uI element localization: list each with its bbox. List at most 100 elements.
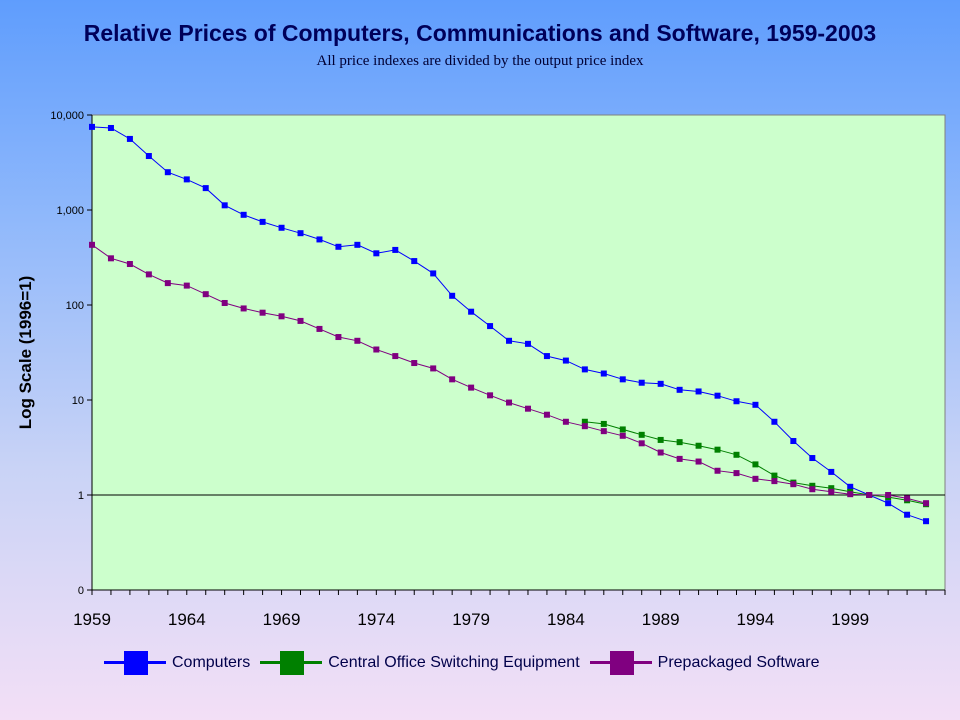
series-1-point xyxy=(468,308,475,315)
series-1-point xyxy=(524,340,531,347)
x-tick-label: 1959 xyxy=(73,610,111,629)
series-1-point xyxy=(752,401,759,408)
series-3-point xyxy=(752,475,759,482)
series-3-point xyxy=(316,325,323,332)
series-3-point xyxy=(145,271,152,278)
series-1-point xyxy=(107,124,114,131)
series-3-point xyxy=(809,486,816,493)
series-3-point xyxy=(524,405,531,412)
series-2-point xyxy=(695,442,702,449)
chart-title: Relative Prices of Computers, Communicat… xyxy=(83,20,877,46)
y-axis-label: Log Scale (1996=1) xyxy=(16,276,35,430)
series-1-point xyxy=(278,224,285,231)
series-1-point xyxy=(885,500,892,507)
series-3-point xyxy=(487,392,494,399)
y-tick-label: 1,000 xyxy=(56,205,84,217)
series-1-point xyxy=(183,176,190,183)
series-3-point xyxy=(468,384,475,391)
series-3-point xyxy=(695,458,702,465)
series-1-point xyxy=(354,241,361,248)
series-2-point xyxy=(714,446,721,453)
series-3-point xyxy=(354,337,361,344)
series-1-point xyxy=(240,211,247,218)
legend-item: Central Office Switching Equipment xyxy=(260,648,580,678)
series-2-point xyxy=(752,461,759,468)
series-3-point xyxy=(714,467,721,474)
series-1-point xyxy=(676,386,683,393)
series-3-point xyxy=(828,488,835,495)
series-3-point xyxy=(733,470,740,477)
series-2-point xyxy=(581,418,588,425)
series-1-point xyxy=(487,323,494,330)
series-3-point xyxy=(259,309,266,316)
series-1-point xyxy=(581,366,588,373)
series-1-point xyxy=(695,388,702,395)
y-tick-label: 1 xyxy=(78,490,84,502)
series-1-point xyxy=(430,270,437,277)
x-tick-label: 1994 xyxy=(737,610,775,629)
series-2-point xyxy=(771,472,778,479)
series-3-point xyxy=(619,432,626,439)
series-1-point xyxy=(316,236,323,243)
legend-swatch-marker xyxy=(124,651,148,675)
legend-label: Central Office Switching Equipment xyxy=(328,654,580,671)
series-1-point xyxy=(828,468,835,475)
series-1-point xyxy=(145,153,152,160)
series-1-point xyxy=(411,258,418,265)
series-2-point xyxy=(733,451,740,458)
series-1-point xyxy=(221,202,228,209)
x-tick-label: 1989 xyxy=(642,610,680,629)
legend-swatch xyxy=(104,648,166,678)
series-1-point xyxy=(714,392,721,399)
series-2-point xyxy=(600,420,607,427)
series-3-point xyxy=(411,360,418,367)
y-tick-label: 10 xyxy=(72,395,84,407)
series-3-point xyxy=(506,399,513,406)
x-tick-label: 1979 xyxy=(452,610,490,629)
series-3-point xyxy=(430,365,437,372)
series-1-point xyxy=(771,418,778,425)
series-3-point xyxy=(373,346,380,353)
series-3-point xyxy=(638,440,645,447)
series-3-point xyxy=(904,495,911,502)
series-3-point xyxy=(449,376,456,383)
series-3-point xyxy=(657,449,664,456)
series-3-point xyxy=(543,411,550,418)
legend-label: Computers xyxy=(172,654,251,671)
series-1-point xyxy=(335,243,342,250)
series-3-point xyxy=(790,481,797,488)
legend-item: Computers xyxy=(104,648,250,678)
series-1-point xyxy=(297,230,304,237)
x-tick-label: 1964 xyxy=(168,610,206,629)
series-1-point xyxy=(164,169,171,176)
y-tick-label: 100 xyxy=(66,300,84,312)
series-1-point xyxy=(619,376,626,383)
legend-swatch xyxy=(260,648,323,678)
x-tick-label: 1999 xyxy=(831,610,869,629)
series-1-point xyxy=(449,292,456,299)
series-2-point xyxy=(638,431,645,438)
series-1-point xyxy=(600,370,607,377)
x-tick-label: 1984 xyxy=(547,610,585,629)
series-3-point xyxy=(676,455,683,462)
series-3-point xyxy=(183,282,190,289)
series-1-point xyxy=(657,380,664,387)
series-1-point xyxy=(562,357,569,364)
series-3-point xyxy=(866,492,873,498)
series-1-point xyxy=(733,398,740,405)
series-2-point xyxy=(676,439,683,446)
series-1-point xyxy=(89,123,95,130)
series-3-point xyxy=(600,428,607,435)
series-1-point xyxy=(373,250,380,257)
series-3-point xyxy=(562,418,569,425)
legend-label: Prepackaged Software xyxy=(657,654,820,671)
series-1-point xyxy=(506,337,513,344)
chart-subtitle: All price indexes are divided by the out… xyxy=(316,53,644,69)
series-2-point xyxy=(809,482,816,489)
series-3-point xyxy=(923,500,930,507)
series-3-point xyxy=(771,478,778,485)
series-1-point xyxy=(923,518,930,525)
series-1-point xyxy=(904,511,911,518)
series-3-point xyxy=(89,241,95,248)
series-2-point xyxy=(619,426,626,433)
